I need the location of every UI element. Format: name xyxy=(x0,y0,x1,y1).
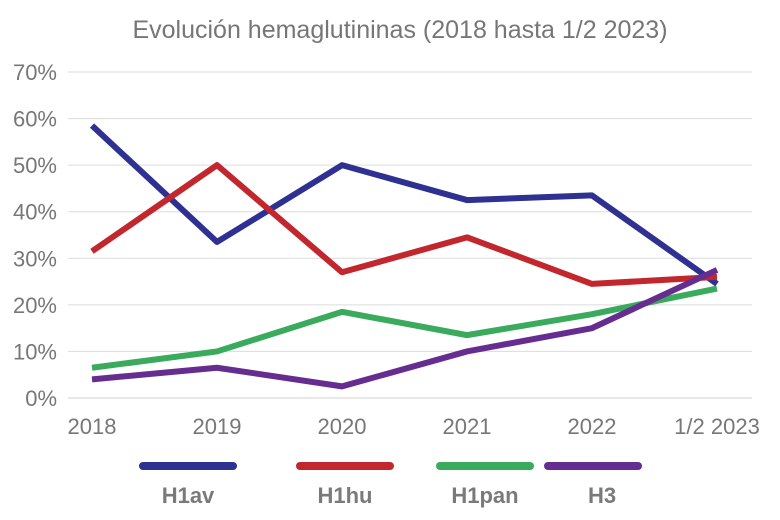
series-line-h1pan xyxy=(91,285,718,371)
x-tick-label: 2018 xyxy=(68,414,117,439)
x-tick-label: 2020 xyxy=(318,414,367,439)
y-tick-label: 50% xyxy=(13,153,57,178)
y-axis-ticks: 0% 10% 20% 30% 40% 50% 60% 70% xyxy=(13,60,57,411)
y-tick-label: 20% xyxy=(13,293,57,318)
legend-label-h1pan: H1pan xyxy=(451,483,518,508)
x-tick-label: 2019 xyxy=(193,414,242,439)
x-tick-label: 1/2 2023 xyxy=(674,414,760,439)
series-lines xyxy=(89,123,719,390)
chart-title: Evolución hemaglutininas (2018 hasta 1/2… xyxy=(132,16,667,44)
series-line-h1hu xyxy=(90,162,718,287)
legend-label-h3: H3 xyxy=(588,483,616,508)
y-tick-label: 10% xyxy=(13,339,57,364)
y-tick-label: 40% xyxy=(13,200,57,225)
legend-label-h1av: H1av xyxy=(162,483,215,508)
x-tick-label: 2022 xyxy=(568,414,617,439)
series-line-h1av xyxy=(89,123,719,287)
y-tick-label: 60% xyxy=(13,107,57,132)
legend-label-h1hu: H1hu xyxy=(318,483,373,508)
x-axis-ticks: 2018 2019 2020 2021 2022 1/2 2023 xyxy=(68,414,760,439)
y-tick-label: 0% xyxy=(25,386,57,411)
x-tick-label: 2021 xyxy=(443,414,492,439)
legend: H1av H1hu H1pan H3 xyxy=(139,462,642,508)
y-tick-label: 30% xyxy=(13,246,57,271)
series-line-h3 xyxy=(91,267,719,390)
y-tick-label: 70% xyxy=(13,60,57,85)
